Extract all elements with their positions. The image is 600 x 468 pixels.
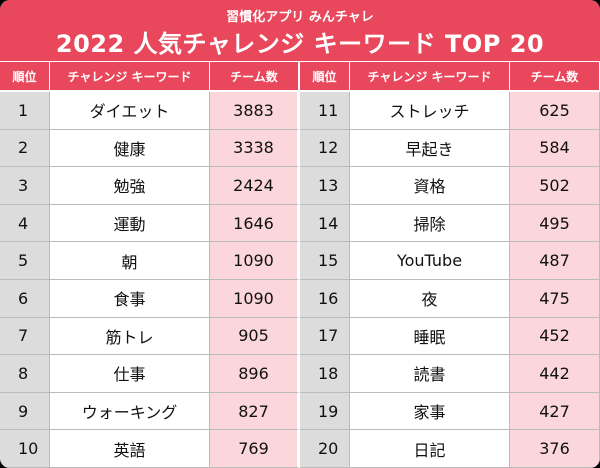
team-count-cell: 896	[210, 355, 300, 393]
column-header: チャレンジ キーワード	[350, 62, 510, 92]
team-count-cell: 3338	[210, 129, 300, 168]
team-count-cell: 905	[210, 317, 300, 356]
banner: 習慣化アプリ みんチャレ 2022 人気チャレンジ キーワード TOP 20	[0, 0, 600, 61]
keyword-cell: 勉強	[50, 167, 210, 205]
title: 2022 人気チャレンジ キーワード TOP 20	[55, 30, 545, 58]
keyword-cell: 睡眠	[350, 317, 510, 356]
keyword-cell: 資格	[350, 167, 510, 205]
column-header: チーム数	[510, 62, 600, 92]
team-count-cell: 1090	[210, 280, 300, 318]
subtitle: 習慣化アプリ みんチャレ	[226, 10, 374, 25]
ranking-table: 順位 チャレンジ キーワード チーム数 順位 チャレンジ キーワード チーム数 1 ダイエット…	[0, 62, 600, 468]
column-header: 順位	[0, 62, 50, 92]
rank-cell: 6	[0, 280, 50, 318]
team-count-cell: 625	[510, 92, 600, 130]
rank-cell: 16	[300, 280, 350, 318]
team-count-cell: 827	[210, 392, 300, 431]
keyword-cell: 食事	[50, 280, 210, 318]
column-header: 順位	[300, 62, 350, 92]
rank-cell: 10	[0, 430, 50, 468]
keyword-cell: 夜	[350, 280, 510, 318]
keyword-cell: 朝	[50, 242, 210, 280]
rank-cell: 11	[300, 92, 350, 130]
keyword-cell: ダイエット	[50, 92, 210, 130]
rank-cell: 5	[0, 242, 50, 280]
keyword-cell: 仕事	[50, 355, 210, 393]
team-count-cell: 1646	[210, 204, 300, 243]
team-count-cell: 2424	[210, 167, 300, 205]
rank-cell: 4	[0, 204, 50, 243]
rank-cell: 17	[300, 317, 350, 356]
rank-cell: 20	[300, 430, 350, 468]
team-count-cell: 442	[510, 355, 600, 393]
rank-cell: 3	[0, 167, 50, 205]
rank-cell: 18	[300, 355, 350, 393]
keyword-cell: ストレッチ	[350, 92, 510, 130]
keyword-cell: YouTube	[350, 242, 510, 280]
rank-cell: 19	[300, 392, 350, 431]
team-count-cell: 475	[510, 280, 600, 318]
rank-cell: 9	[0, 392, 50, 431]
rank-cell: 1	[0, 92, 50, 130]
team-count-cell: 487	[510, 242, 600, 280]
rank-cell: 2	[0, 129, 50, 168]
keyword-cell: 掃除	[350, 204, 510, 243]
team-count-cell: 1090	[210, 242, 300, 280]
rank-cell: 7	[0, 317, 50, 356]
column-header: チャレンジ キーワード	[50, 62, 210, 92]
team-count-cell: 584	[510, 129, 600, 168]
column-header: チーム数	[210, 62, 300, 92]
keyword-cell: 英語	[50, 430, 210, 468]
keyword-cell: 運動	[50, 204, 210, 243]
keyword-cell: 読書	[350, 355, 510, 393]
keyword-cell: 筋トレ	[50, 317, 210, 356]
rank-cell: 12	[300, 129, 350, 168]
team-count-cell: 3883	[210, 92, 300, 130]
team-count-cell: 427	[510, 392, 600, 431]
keyword-cell: ウォーキング	[50, 392, 210, 431]
team-count-cell: 495	[510, 204, 600, 243]
rank-cell: 8	[0, 355, 50, 393]
keyword-cell: 家事	[350, 392, 510, 431]
rank-cell: 14	[300, 204, 350, 243]
keyword-cell: 日記	[350, 430, 510, 468]
team-count-cell: 452	[510, 317, 600, 356]
team-count-cell: 376	[510, 430, 600, 468]
keyword-cell: 早起き	[350, 129, 510, 168]
rank-cell: 13	[300, 167, 350, 205]
rank-cell: 15	[300, 242, 350, 280]
team-count-cell: 502	[510, 167, 600, 205]
team-count-cell: 769	[210, 430, 300, 468]
keyword-cell: 健康	[50, 129, 210, 168]
